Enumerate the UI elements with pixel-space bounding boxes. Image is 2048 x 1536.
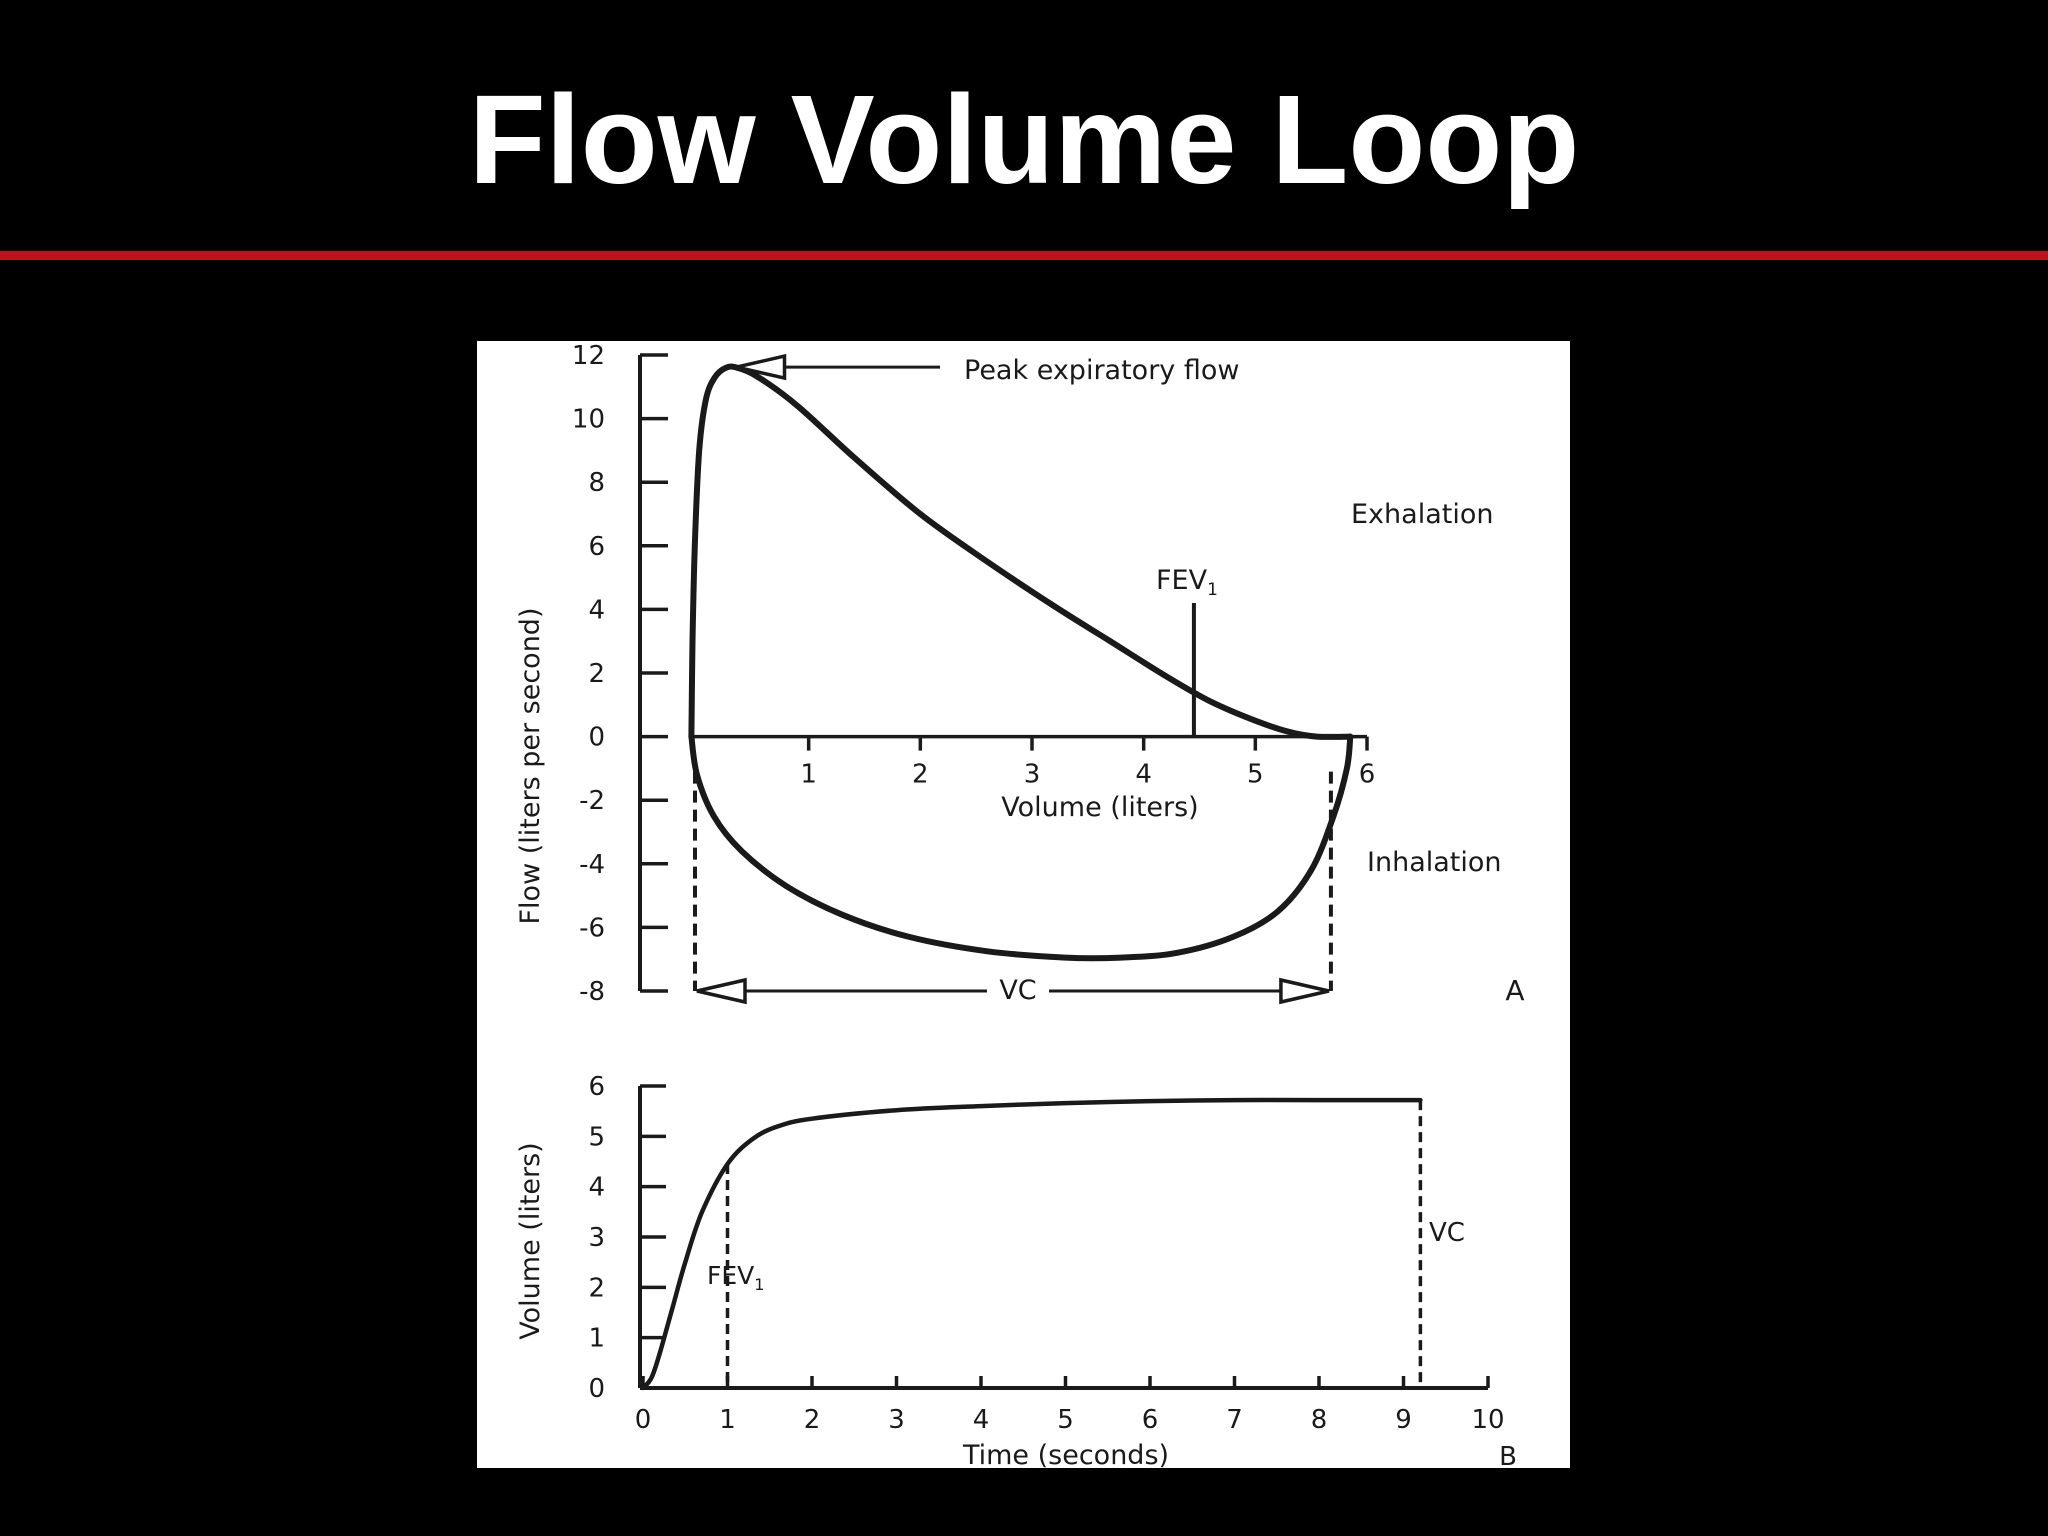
fev1-label-b-main: FEV bbox=[707, 1261, 754, 1290]
fev1-label-a-main: FEV bbox=[1156, 565, 1208, 596]
flow-y-tick-label: 4 bbox=[588, 595, 605, 625]
flow-y-tick-label: -8 bbox=[579, 977, 605, 1007]
volume-y-tick-label: 0 bbox=[588, 1374, 605, 1404]
flow-axis-label: Flow (liters per second) bbox=[515, 608, 546, 925]
time-x-tick-label: 6 bbox=[1142, 1405, 1159, 1435]
peak-flow-arrowhead bbox=[736, 353, 787, 381]
time-x-tick-label: 0 bbox=[635, 1405, 652, 1435]
volume-x-tick-label: 6 bbox=[1359, 760, 1376, 790]
volume-x-tick-label: 3 bbox=[1024, 760, 1041, 790]
time-x-tick-label: 9 bbox=[1395, 1405, 1412, 1435]
fev1-label-a: FEV1 bbox=[1156, 565, 1218, 600]
flow-volume-series bbox=[688, 363, 1354, 962]
volume-y-tick-label: 3 bbox=[588, 1223, 605, 1253]
fev1-label-b-sub: 1 bbox=[754, 1275, 764, 1294]
volume-y-tick-labels: 6 5 4 3 2 1 0 bbox=[588, 1072, 666, 1404]
flow-volume-markers bbox=[693, 353, 1333, 1005]
volume-axis-label: Volume (liters) bbox=[1001, 792, 1198, 823]
time-x-tick-labels: 0 1 2 3 4 5 6 7 8 9 10 bbox=[635, 1376, 1505, 1435]
flow-volume-axes bbox=[638, 355, 1367, 991]
fev1-label-b: FEV1 bbox=[707, 1261, 764, 1294]
volume-y-tick-label: 4 bbox=[588, 1173, 605, 1203]
expiration-curve bbox=[688, 363, 1354, 740]
vc-arrowhead-right bbox=[1279, 977, 1330, 1005]
time-x-tick-label: 10 bbox=[1471, 1405, 1504, 1435]
vc-label-b: VC bbox=[1429, 1218, 1465, 1248]
volume-y-tick-label: 2 bbox=[588, 1273, 605, 1303]
volume-x-tick-labels: 1 2 3 4 5 6 bbox=[800, 736, 1376, 790]
time-x-tick-label: 7 bbox=[1226, 1405, 1243, 1435]
flow-y-tick-label: 8 bbox=[588, 468, 605, 498]
time-x-tick-label: 5 bbox=[1057, 1405, 1074, 1435]
vc-label-a: VC bbox=[999, 975, 1036, 1006]
flow-y-tick-label: 0 bbox=[588, 723, 605, 753]
time-x-tick-label: 2 bbox=[804, 1405, 821, 1435]
inhalation-label: Inhalation bbox=[1367, 847, 1502, 878]
vc-arrowhead-left bbox=[696, 977, 747, 1005]
panel-label-b: B bbox=[1499, 1442, 1517, 1468]
volume-x-tick-label: 1 bbox=[800, 760, 817, 790]
time-x-tick-label: 3 bbox=[888, 1405, 905, 1435]
vc-label-b-backdrop bbox=[1425, 1217, 1469, 1245]
peak-flow-annotation: Peak expiratory flow bbox=[964, 355, 1239, 386]
time-x-tick-label: 8 bbox=[1311, 1405, 1328, 1435]
volume-time-markers bbox=[725, 1100, 1423, 1388]
exhalation-label: Exhalation bbox=[1351, 499, 1493, 530]
time-x-tick-label: 1 bbox=[719, 1405, 736, 1435]
volume-x-tick-label: 2 bbox=[912, 760, 929, 790]
flow-y-tick-label: -4 bbox=[579, 850, 605, 880]
flow-y-tick-label: 12 bbox=[572, 341, 605, 371]
flow-y-tick-label: -2 bbox=[579, 786, 605, 816]
fev1-label-a-sub: 1 bbox=[1207, 580, 1218, 600]
volume-time-curve bbox=[640, 1097, 1423, 1391]
volume-x-tick-label: 5 bbox=[1247, 760, 1264, 790]
flow-y-tick-label: 10 bbox=[572, 405, 605, 435]
time-axis-label: Time (seconds) bbox=[962, 1440, 1169, 1468]
slide-title: Flow Volume Loop bbox=[468, 69, 1580, 210]
flow-y-tick-label: 6 bbox=[588, 532, 605, 562]
flow-y-tick-label: -6 bbox=[579, 913, 605, 943]
volume-x-tick-label: 4 bbox=[1135, 760, 1152, 790]
volume-axis-label-b: Volume (liters) bbox=[515, 1142, 546, 1339]
volume-time-series bbox=[640, 1097, 1423, 1391]
flow-y-tick-label: 2 bbox=[588, 659, 605, 689]
volume-y-tick-label: 6 bbox=[588, 1072, 605, 1102]
panel-label-a: A bbox=[1505, 974, 1524, 1007]
volume-y-tick-label: 5 bbox=[588, 1122, 605, 1152]
flow-y-tick-labels: 12 10 8 6 4 2 0 -2 -4 -6 -8 bbox=[572, 341, 668, 1007]
volume-y-tick-label: 1 bbox=[588, 1324, 605, 1354]
title-divider bbox=[0, 251, 2048, 260]
inspiration-curve bbox=[688, 733, 1354, 962]
time-x-tick-label: 4 bbox=[973, 1405, 990, 1435]
